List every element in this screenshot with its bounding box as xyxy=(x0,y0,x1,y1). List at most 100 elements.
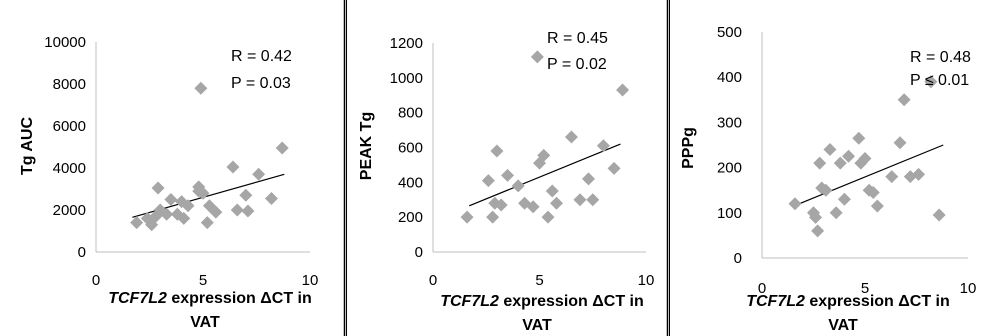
data-point xyxy=(490,144,504,158)
data-point xyxy=(596,139,610,153)
chart-peak-tg: 0 200 400 600 800 1000 1200 0 5 10 PEAK Tg R = 0… xyxy=(358,30,654,334)
y-tick-label: 4000 xyxy=(53,160,86,177)
data-point xyxy=(501,168,515,182)
chart-tg-auc: 0 2000 4000 6000 8000 10000 0 5 10 Tg AUC R = 0… xyxy=(19,34,318,331)
plot-axes xyxy=(95,42,310,253)
x-axis-label-rest: expression ΔCT in xyxy=(499,293,644,310)
x-tick-label: 5 xyxy=(861,280,869,297)
data-point xyxy=(573,193,587,207)
data-point xyxy=(209,205,223,219)
data-point xyxy=(230,203,244,217)
data-point xyxy=(526,200,540,214)
y-tick-label: 400 xyxy=(717,69,742,86)
y-tick-labels: 0 2000 4000 6000 8000 10000 xyxy=(44,34,86,261)
data-point xyxy=(130,216,144,230)
data-point xyxy=(607,161,621,175)
data-point xyxy=(616,83,630,97)
y-tick-label: 200 xyxy=(398,209,423,226)
data-point xyxy=(239,188,253,202)
data-point xyxy=(537,148,551,162)
y-tick-label: 800 xyxy=(398,105,423,122)
data-point xyxy=(833,156,847,170)
data-point xyxy=(226,160,240,174)
x-tick-label: 0 xyxy=(92,272,100,289)
data-point xyxy=(460,210,474,224)
data-point xyxy=(486,210,500,224)
data-point xyxy=(177,211,191,225)
x-tick-label: 10 xyxy=(638,272,655,289)
y-tick-labels: 0 200 400 600 800 1000 1200 xyxy=(390,35,423,261)
x-tick-label: 5 xyxy=(199,272,207,289)
data-point xyxy=(819,183,833,197)
x-axis-label-rest: expression ΔCT in xyxy=(805,293,950,310)
data-point xyxy=(809,210,823,224)
data-point xyxy=(252,167,266,181)
x-tick-label: 10 xyxy=(960,280,977,297)
y-tick-label: 200 xyxy=(717,160,742,177)
data-point xyxy=(541,210,555,224)
p-value: P ≤ 0.01 xyxy=(910,72,969,89)
data-point xyxy=(912,167,926,181)
data-points xyxy=(130,81,289,232)
p-value: P = 0.03 xyxy=(231,75,291,92)
y-tick-label: 500 xyxy=(717,24,742,41)
data-point xyxy=(530,50,544,64)
data-point xyxy=(924,75,938,89)
r-value: R = 0.48 xyxy=(910,49,971,66)
data-point xyxy=(788,197,802,211)
x-tick-label: 10 xyxy=(302,272,319,289)
y-tick-label: 600 xyxy=(398,140,423,157)
x-axis-label-line2: VAT xyxy=(828,317,858,334)
x-tick-label: 0 xyxy=(758,280,766,297)
x-axis-label-line2: VAT xyxy=(522,317,552,334)
data-point xyxy=(192,180,206,194)
data-point xyxy=(160,207,174,221)
y-tick-label: 300 xyxy=(717,114,742,131)
data-point xyxy=(564,130,578,144)
x-axis-label-gene: TCF7L2 xyxy=(108,290,167,307)
data-point xyxy=(275,141,289,155)
trend-line-segment xyxy=(468,143,621,207)
y-axis-label: PEAK Tg xyxy=(358,112,375,180)
data-point xyxy=(481,174,495,188)
x-axis-label-rest: expression ΔCT in xyxy=(167,290,312,307)
y-tick-labels: 0 100 200 300 400 500 xyxy=(717,24,742,267)
y-axis-label: Tg AUC xyxy=(19,117,36,176)
x-tick-labels: 0 5 10 xyxy=(92,272,319,289)
y-tick-label: 100 xyxy=(717,205,742,222)
y-tick-label: 1000 xyxy=(390,70,423,87)
trend-line xyxy=(796,144,944,206)
chart-pppg: 0 100 200 300 400 500 0 5 10 PPPg R = 0.48 P ≤ … xyxy=(680,24,976,334)
x-axis-label-gene: TCF7L2 xyxy=(746,293,805,310)
data-point xyxy=(866,185,880,199)
trend-line xyxy=(468,143,621,207)
data-point xyxy=(494,198,508,212)
data-point xyxy=(164,193,178,206)
data-point xyxy=(581,172,595,186)
x-axis-label-gene: TCF7L2 xyxy=(440,293,499,310)
data-point xyxy=(837,192,851,206)
data-point xyxy=(200,216,214,230)
data-point xyxy=(829,206,843,220)
data-point xyxy=(511,179,525,193)
y-tick-label: 6000 xyxy=(53,118,86,135)
data-point xyxy=(550,196,564,210)
y-tick-label: 0 xyxy=(734,250,742,267)
x-axis-label: TCF7L2 expression ΔCT in xyxy=(746,293,950,310)
data-point xyxy=(885,170,899,184)
trend-line-segment xyxy=(796,144,944,206)
x-tick-labels: 0 5 10 xyxy=(429,272,655,289)
y-tick-label: 8000 xyxy=(53,76,86,93)
x-axis-label: TCF7L2 expression ΔCT in xyxy=(440,293,644,310)
y-tick-label: 400 xyxy=(398,174,423,191)
data-point xyxy=(813,156,827,170)
x-tick-labels: 0 5 10 xyxy=(758,280,977,297)
data-point xyxy=(842,149,856,163)
y-tick-label: 2000 xyxy=(53,202,86,219)
y-tick-label: 1200 xyxy=(390,35,423,52)
y-tick-label: 0 xyxy=(415,244,423,261)
p-value: P = 0.02 xyxy=(547,56,607,73)
plot-axes xyxy=(761,32,968,259)
data-point xyxy=(811,224,825,238)
